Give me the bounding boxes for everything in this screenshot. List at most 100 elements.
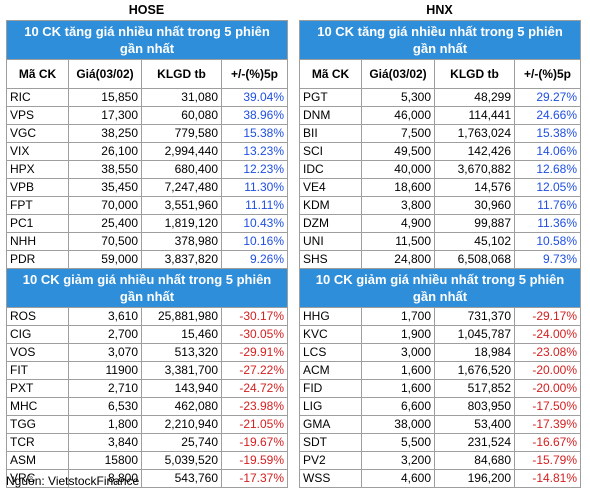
avg-volume: 142,426: [434, 142, 515, 161]
avg-volume: 2,994,440: [141, 142, 222, 161]
avg-volume: 1,819,120: [141, 214, 222, 233]
hose-losers-title-row: 10 CK giảm giá nhiều nhất trong 5 phiên …: [5, 268, 289, 308]
price: 1,600: [361, 361, 435, 380]
stock-symbol: BII: [299, 124, 362, 143]
table-row: VRC 8,800 543,760 -17.37%: [6, 469, 289, 488]
hose-header-row: Mã CK Giá(03/02) KLGD tb +/-(%)5p: [6, 59, 289, 89]
avg-volume: 25,881,980: [141, 307, 222, 326]
price: 40,000: [361, 160, 435, 179]
table-row: LCS 3,000 18,984 -23.08%: [299, 343, 582, 362]
price: 7,500: [361, 124, 435, 143]
stock-symbol: VPS: [6, 106, 69, 125]
price: 59,000: [68, 250, 142, 269]
avg-volume: 517,852: [434, 379, 515, 398]
table-row: IDC 40,000 3,670,882 12.68%: [299, 160, 582, 179]
stock-symbol: CIG: [6, 325, 69, 344]
avg-volume: 18,984: [434, 343, 515, 362]
price: 4,600: [361, 469, 435, 488]
price: 15800: [68, 451, 142, 470]
hnx-gainers-title: 10 CK tăng giá nhiều nhất trong 5 phiên …: [298, 20, 582, 60]
change-5p: -30.05%: [220, 325, 289, 344]
stock-symbol: KDM: [299, 196, 362, 215]
table-row: ASM 15800 5,039,520 -19.59%: [6, 451, 289, 470]
change-5p: 10.43%: [220, 214, 289, 233]
change-5p: 10.16%: [220, 232, 289, 251]
stock-symbol: LCS: [299, 343, 362, 362]
avg-volume: 513,320: [141, 343, 222, 362]
column-header: Mã CK: [6, 59, 69, 89]
table-row: VOS 3,070 513,320 -29.91%: [6, 343, 289, 362]
price: 2,710: [68, 379, 142, 398]
stock-symbol: DNM: [299, 106, 362, 125]
price: 70,000: [68, 196, 142, 215]
stock-symbol: VRC: [6, 469, 69, 488]
hnx-table: 10 CK tăng giá nhiều nhất trong 5 phiên …: [298, 20, 582, 488]
hose-gainers-title: 10 CK tăng giá nhiều nhất trong 5 phiên …: [5, 20, 289, 60]
avg-volume: 3,837,820: [141, 250, 222, 269]
hnx-gainers-title-row: 10 CK tăng giá nhiều nhất trong 5 phiên …: [298, 20, 582, 60]
price: 3,610: [68, 307, 142, 326]
stock-symbol: VIX: [6, 142, 69, 161]
change-5p: 9.73%: [513, 250, 582, 269]
avg-volume: 1,763,024: [434, 124, 515, 143]
stock-symbol: VOS: [6, 343, 69, 362]
change-5p: -16.67%: [513, 433, 582, 452]
stock-symbol: FPT: [6, 196, 69, 215]
table-row: PGT 5,300 48,299 29.27%: [299, 88, 582, 107]
change-5p: -19.59%: [220, 451, 289, 470]
avg-volume: 15,460: [141, 325, 222, 344]
avg-volume: 196,200: [434, 469, 515, 488]
change-5p: 11.11%: [220, 196, 289, 215]
stock-symbol: RIC: [6, 88, 69, 107]
change-5p: -20.00%: [513, 361, 582, 380]
stock-symbol: PC1: [6, 214, 69, 233]
avg-volume: 25,740: [141, 433, 222, 452]
column-header: +/-(%)5p: [513, 59, 582, 89]
change-5p: 39.04%: [220, 88, 289, 107]
change-5p: -19.67%: [220, 433, 289, 452]
table-row: PC1 25,400 1,819,120 10.43%: [6, 214, 289, 233]
price: 3,200: [361, 451, 435, 470]
price: 4,900: [361, 214, 435, 233]
table-row: FID 1,600 517,852 -20.00%: [299, 379, 582, 398]
avg-volume: 2,210,940: [141, 415, 222, 434]
table-row: PV2 3,200 84,680 -15.79%: [299, 451, 582, 470]
avg-volume: 7,247,480: [141, 178, 222, 197]
avg-volume: 30,960: [434, 196, 515, 215]
avg-volume: 378,980: [141, 232, 222, 251]
table-row: TGG 1,800 2,210,940 -21.05%: [6, 415, 289, 434]
table-row: SHS 24,800 6,508,068 9.73%: [299, 250, 582, 269]
table-row: GMA 38,000 53,400 -17.39%: [299, 415, 582, 434]
price: 26,100: [68, 142, 142, 161]
avg-volume: 543,760: [141, 469, 222, 488]
change-5p: 12.05%: [513, 178, 582, 197]
hose-losers-title: 10 CK giảm giá nhiều nhất trong 5 phiên …: [5, 268, 289, 308]
price: 17,300: [68, 106, 142, 125]
price: 15,850: [68, 88, 142, 107]
table-row: NHH 70,500 378,980 10.16%: [6, 232, 289, 251]
stock-symbol: VPB: [6, 178, 69, 197]
source-note: Nguồn: VietstockFinance: [6, 474, 140, 488]
price: 5,500: [361, 433, 435, 452]
change-5p: -17.39%: [513, 415, 582, 434]
avg-volume: 84,680: [434, 451, 515, 470]
stock-symbol: FIT: [6, 361, 69, 380]
change-5p: -24.00%: [513, 325, 582, 344]
table-row: VE4 18,600 14,576 12.05%: [299, 178, 582, 197]
stock-symbol: TGG: [6, 415, 69, 434]
stock-symbol: NHH: [6, 232, 69, 251]
column-header: Giá(03/02): [68, 59, 142, 89]
table-row: PXT 2,710 143,940 -24.72%: [6, 379, 289, 398]
hose-panel: HOSE 10 CK tăng giá nhiều nhất trong 5 p…: [5, 0, 289, 488]
stock-symbol: UNI: [299, 232, 362, 251]
price: 38,550: [68, 160, 142, 179]
price: 35,450: [68, 178, 142, 197]
stock-symbol: IDC: [299, 160, 362, 179]
change-5p: 38.96%: [220, 106, 289, 125]
table-row: UNI 11,500 45,102 10.58%: [299, 232, 582, 251]
price: 11900: [68, 361, 142, 380]
avg-volume: 231,524: [434, 433, 515, 452]
avg-volume: 99,887: [434, 214, 515, 233]
stock-symbol: ROS: [6, 307, 69, 326]
price: 18,600: [361, 178, 435, 197]
